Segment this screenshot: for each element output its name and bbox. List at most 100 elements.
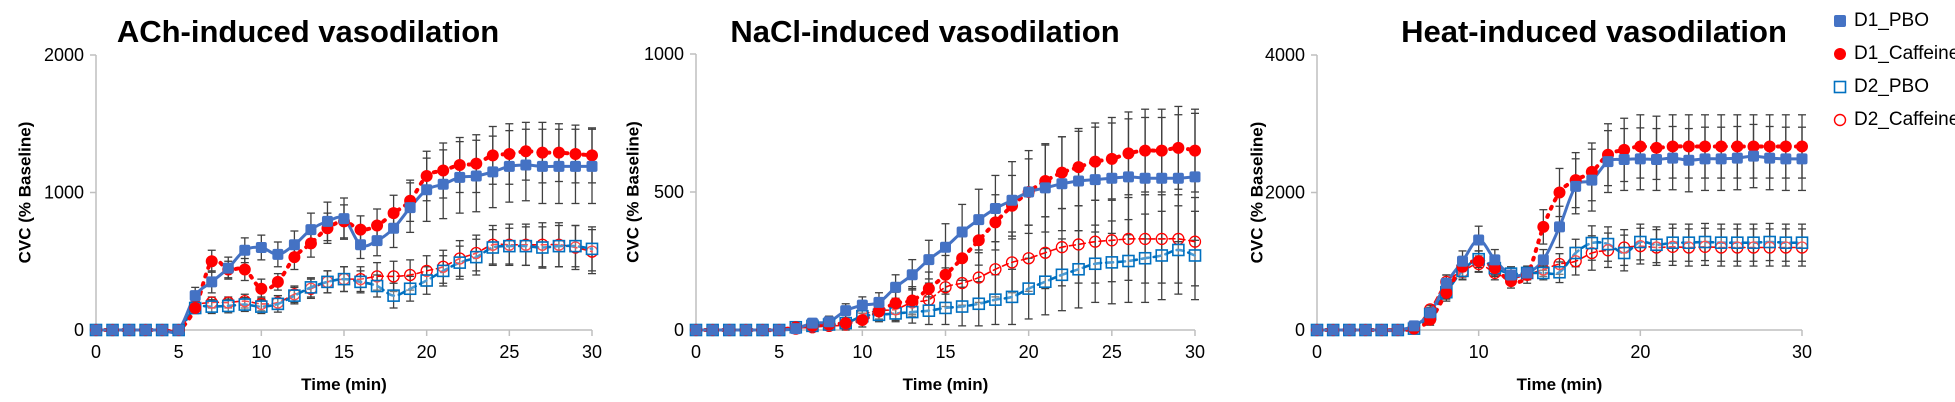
data-point-d1-pbo <box>454 171 466 183</box>
data-point-d1-caffeine <box>889 297 902 310</box>
data-point-d1-caffeine <box>552 146 565 159</box>
data-point-d2-pbo <box>569 239 582 253</box>
data-point-d1-caffeine <box>1553 186 1566 199</box>
x-tick-label: 30 <box>1185 342 1205 362</box>
data-point-d2-pbo <box>1105 256 1119 269</box>
data-point-d1-pbo <box>222 262 234 274</box>
data-point-d2-caffeine <box>1138 232 1152 246</box>
x-tick-label: 15 <box>334 342 354 362</box>
data-point-d2-caffeine <box>1005 256 1019 269</box>
data-point-d1-pbo <box>1570 180 1582 192</box>
data-point-d2-pbo <box>1039 275 1052 289</box>
data-point-d1-pbo <box>1586 174 1598 186</box>
data-point-d2-pbo <box>1617 246 1631 260</box>
x-tick-label: 30 <box>582 342 602 362</box>
data-point-d2-caffeine <box>1585 246 1598 260</box>
data-point-d2-pbo <box>503 239 516 253</box>
chart-title: ACh-induced vasodilation <box>117 14 499 49</box>
data-point-d1-caffeine <box>189 302 202 314</box>
data-point-d1-caffeine <box>1089 155 1102 168</box>
data-point-d1-pbo <box>1089 174 1101 186</box>
data-point-d1-pbo <box>1489 254 1501 266</box>
data-point-d1-caffeine <box>1634 140 1647 153</box>
chart-panel-1: ACh-induced vasodilation 0 1000 2000 0 5 10 15 2… <box>15 14 602 394</box>
data-point-d1-pbo <box>1327 324 1339 336</box>
data-point-d1-pbo <box>1731 152 1743 164</box>
data-point-d1-pbo <box>586 160 598 172</box>
chart-title: NaCl-induced vasodilation <box>730 14 1119 49</box>
y-tick-label: 0 <box>674 320 684 340</box>
data-point-d2-pbo <box>221 299 235 313</box>
data-point-d2-pbo <box>519 239 533 253</box>
data-point-d1-caffeine <box>354 223 367 236</box>
data-point-d2-pbo <box>1172 243 1185 257</box>
data-point-d2-pbo <box>1795 236 1809 249</box>
data-point-d1-pbo <box>437 178 449 190</box>
data-point-d1-caffeine <box>387 207 400 220</box>
data-point-d1-caffeine <box>1779 140 1792 153</box>
data-point-d1-pbo <box>973 214 985 226</box>
y-tick-label: 2000 <box>1265 183 1305 203</box>
data-point-d1-pbo <box>388 222 400 234</box>
data-point-d1-pbo <box>956 226 968 238</box>
data-point-d1-pbo <box>840 305 852 317</box>
series-line-d2-pbo <box>1315 240 1804 332</box>
data-point-d1-pbo <box>1311 324 1323 336</box>
data-point-d2-pbo <box>1005 290 1019 304</box>
legend-item-d2-caffeine: D2_Caffeine <box>1832 103 1955 136</box>
data-point-d2-caffeine <box>1553 257 1566 271</box>
data-point-d2-caffeine <box>1072 238 1085 251</box>
data-point-d1-caffeine <box>1072 161 1085 174</box>
data-point-d1-pbo <box>470 170 482 182</box>
data-point-d1-caffeine <box>1666 140 1679 153</box>
x-tick-label: 10 <box>251 342 271 362</box>
data-point-d1-caffeine <box>1650 141 1663 154</box>
data-point-d1-pbo <box>1521 267 1533 279</box>
data-point-d1-pbo <box>707 324 719 336</box>
x-tick-label: 5 <box>774 342 784 362</box>
data-point-d2-pbo <box>1188 249 1202 262</box>
data-point-d1-pbo <box>890 281 902 293</box>
data-point-d2-pbo <box>1731 236 1744 249</box>
data-point-d1-caffeine <box>519 145 532 158</box>
data-point-d1-pbo <box>989 203 1001 215</box>
data-point-d1-pbo <box>1023 186 1035 198</box>
data-point-d1-pbo <box>1618 154 1630 165</box>
chart-title: Heat-induced vasodilation <box>1401 14 1787 49</box>
data-point-d1-pbo <box>1440 277 1452 289</box>
data-point-d1-pbo <box>1156 172 1168 184</box>
data-point-d2-pbo <box>939 301 952 315</box>
data-point-d1-caffeine <box>569 148 582 160</box>
data-point-d1-pbo <box>1073 175 1085 187</box>
data-point-d2-caffeine <box>1122 232 1135 246</box>
data-point-d1-pbo <box>923 254 935 266</box>
data-point-d1-pbo <box>189 290 201 302</box>
data-point-d1-caffeine <box>1440 286 1453 299</box>
x-axis-label: Time (min) <box>301 375 387 394</box>
data-point-d1-pbo <box>1699 153 1711 165</box>
x-tick-label: 10 <box>1469 342 1489 362</box>
data-point-d2-pbo <box>1155 249 1169 262</box>
chart-panel-3: Heat-induced vasodilation 0 2000 4000 0 10 20 3… <box>1247 14 1812 394</box>
data-point-d1-pbo <box>1189 171 1201 183</box>
x-tick-label: 0 <box>691 342 701 362</box>
data-point-d1-pbo <box>371 235 383 247</box>
data-point-d1-caffeine <box>453 159 466 171</box>
data-point-d2-caffeine <box>989 263 1002 276</box>
legend-item-d2-pbo: D2_PBO <box>1832 70 1955 103</box>
x-tick-label: 20 <box>1630 342 1650 362</box>
data-point-d1-caffeine <box>1172 141 1185 154</box>
data-point-d1-pbo <box>206 276 218 288</box>
data-point-d2-pbo <box>205 300 219 313</box>
data-point-d1-pbo <box>823 316 835 328</box>
data-point-d1-caffeine <box>1055 166 1068 179</box>
data-point-d1-pbo <box>1039 182 1051 194</box>
data-point-d1-pbo <box>321 215 333 227</box>
data-point-d2-pbo <box>955 300 969 313</box>
legend-item-d1-caffeine: D1_Caffeine <box>1832 37 1955 70</box>
data-point-d1-pbo <box>520 159 532 171</box>
legend-label: D1_PBO <box>1854 9 1929 31</box>
data-point-d2-pbo <box>585 242 599 256</box>
data-point-d1-caffeine <box>1189 144 1201 157</box>
data-point-d1-caffeine <box>586 149 598 162</box>
